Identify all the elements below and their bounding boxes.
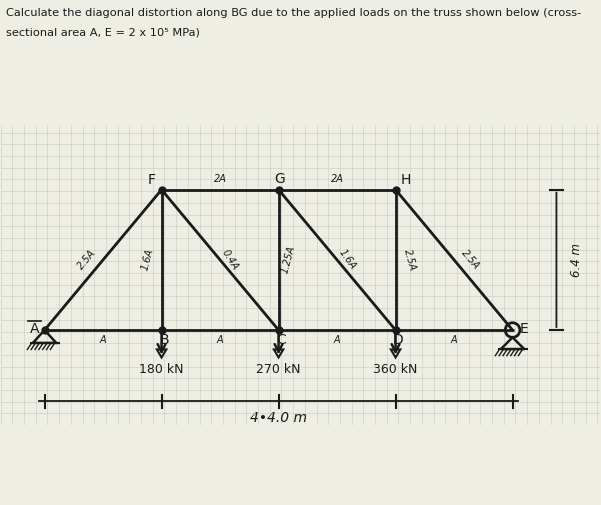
Text: 270 kN: 270 kN (256, 363, 301, 376)
Text: A: A (29, 322, 39, 336)
Text: 2.5A: 2.5A (460, 248, 481, 272)
Text: 360 kN: 360 kN (373, 363, 418, 376)
Text: 1.6A: 1.6A (140, 248, 156, 272)
Text: H: H (401, 173, 411, 187)
Text: 1.25A: 1.25A (280, 245, 297, 275)
Text: 2A: 2A (331, 174, 344, 184)
Text: A: A (100, 335, 106, 345)
Text: 180 kN: 180 kN (139, 363, 184, 376)
Text: 2A: 2A (213, 174, 227, 184)
Text: A: A (217, 335, 224, 345)
Text: 2.5A: 2.5A (401, 248, 417, 272)
Text: A: A (451, 335, 457, 345)
Text: Calculate the diagonal distortion along BG due to the applied loads on the truss: Calculate the diagonal distortion along … (6, 8, 581, 18)
Text: 0.4A: 0.4A (220, 248, 240, 272)
Text: sectional area A, E = 2 x 10⁵ MPa): sectional area A, E = 2 x 10⁵ MPa) (6, 28, 200, 38)
Text: 4•4.0 m: 4•4.0 m (250, 411, 307, 425)
Text: E: E (520, 322, 529, 336)
Text: A: A (334, 335, 340, 345)
Text: G: G (275, 172, 285, 186)
Text: 2.5A: 2.5A (76, 248, 97, 272)
Text: B: B (160, 333, 169, 347)
Text: D: D (393, 333, 404, 347)
Text: 6.4 m: 6.4 m (570, 243, 583, 277)
Text: 1.6A: 1.6A (337, 248, 358, 272)
Text: C: C (276, 333, 286, 347)
Text: F: F (147, 173, 155, 187)
